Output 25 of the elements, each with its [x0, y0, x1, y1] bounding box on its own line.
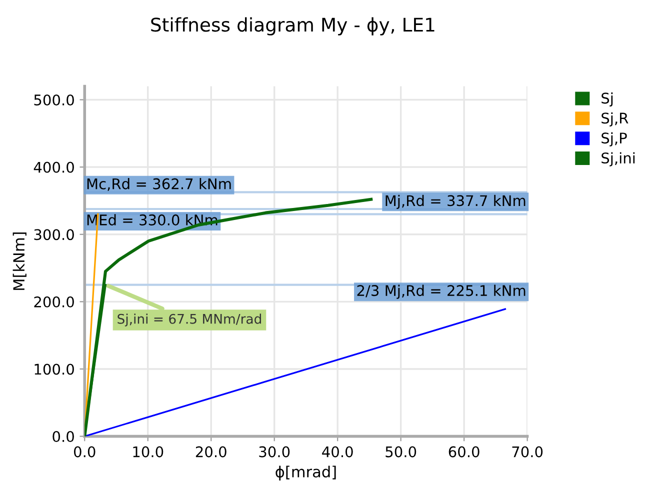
legend-label: Sj,R — [602, 112, 628, 126]
legend-label: Sj,P — [602, 132, 627, 146]
y-tick-label: 400.0 — [34, 162, 74, 173]
ref-line-label: Mc,Rd = 362.7 kNm — [87, 178, 231, 191]
legend-label: Sj,ini — [602, 152, 635, 166]
ref-line-label: Mj,Rd = 337.7 kNm — [386, 194, 526, 209]
y-tick-label: 0.0 — [52, 431, 74, 442]
y-axis-title: M[kNm] — [12, 232, 26, 290]
x-tick-label: 40.0 — [322, 446, 353, 458]
x-tick-label: 10.0 — [133, 446, 164, 458]
x-tick-label: 70.0 — [512, 446, 543, 458]
legend-label: Sj — [602, 92, 613, 107]
y-tick-label: 300.0 — [34, 229, 74, 240]
y-tick-label: 100.0 — [34, 364, 74, 375]
annotation: Sj,ini = 67.5 MNm/rad — [118, 314, 261, 326]
x-axis-title: ϕ[mrad] — [276, 466, 336, 480]
x-tick-label: 0.0 — [74, 446, 96, 458]
x-tick-label: 20.0 — [196, 446, 226, 458]
ref-line-label: 2/3 Mj,Rd = 225.1 kNm — [357, 284, 526, 299]
chart-title: Stiffness diagram My - ϕy, LE1 — [151, 17, 434, 36]
x-tick-label: 60.0 — [448, 446, 480, 458]
y-tick-label: 200.0 — [34, 296, 74, 308]
x-tick-label: 30.0 — [259, 446, 290, 458]
x-tick-label: 50.0 — [386, 446, 416, 458]
y-tick-label: 500.0 — [34, 94, 74, 106]
